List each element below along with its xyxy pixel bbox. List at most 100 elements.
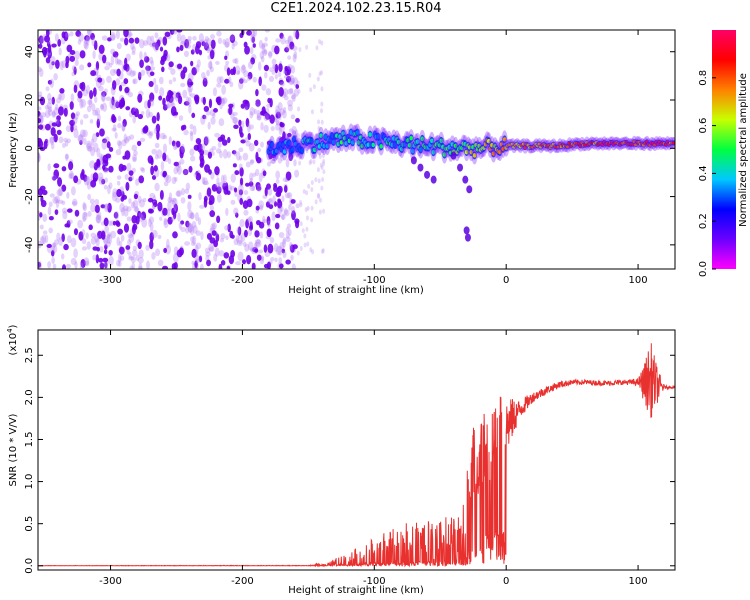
ridge-tail xyxy=(462,175,469,184)
ridge-core xyxy=(521,142,526,146)
noise-speckle xyxy=(208,246,215,253)
noise-speckle xyxy=(70,124,74,133)
noise-speckle xyxy=(275,170,281,180)
noise-speckle xyxy=(234,57,239,65)
noise-speckle xyxy=(157,259,164,267)
noise-speckle xyxy=(237,226,242,236)
ridge-core xyxy=(407,143,412,148)
noise-speckle xyxy=(311,249,315,255)
noise-speckle xyxy=(245,161,251,168)
noise-speckle xyxy=(135,254,140,262)
noise-speckle xyxy=(236,227,240,235)
ridge-core xyxy=(498,149,502,155)
noise-speckle xyxy=(209,205,215,211)
noise-speckle xyxy=(117,253,122,263)
noise-speckle xyxy=(194,260,198,268)
noise-speckle xyxy=(118,240,123,247)
noise-speckle xyxy=(276,199,283,209)
noise-speckle xyxy=(95,254,99,264)
noise-speckle xyxy=(317,194,321,200)
noise-speckle xyxy=(292,76,298,87)
noise-speckle xyxy=(131,154,138,163)
noise-speckle xyxy=(276,120,281,126)
noise-speckle xyxy=(316,167,320,173)
noise-speckle xyxy=(218,263,223,269)
noise-speckle xyxy=(116,236,120,247)
noise-speckle xyxy=(264,36,268,42)
noise-speckle xyxy=(268,197,274,206)
noise-speckle xyxy=(218,118,225,127)
noise-speckle xyxy=(222,182,228,191)
noise-speckle xyxy=(284,192,291,199)
noise-speckle xyxy=(149,42,155,48)
noise-speckle xyxy=(81,229,86,236)
noise-speckle xyxy=(206,69,210,77)
noise-speckle xyxy=(275,118,279,126)
noise-speckle xyxy=(148,208,153,214)
noise-speckle xyxy=(269,237,275,244)
noise-speckle xyxy=(240,103,246,109)
noise-speckle xyxy=(92,109,99,116)
noise-speckle xyxy=(148,131,153,139)
ridge-tail xyxy=(417,163,424,172)
noise-speckle xyxy=(63,107,68,117)
noise-speckle xyxy=(238,119,242,127)
noise-speckle xyxy=(124,37,129,46)
noise-speckle xyxy=(108,234,113,245)
ridge-core xyxy=(379,144,383,149)
noise-speckle xyxy=(109,98,114,109)
noise-speckle xyxy=(58,136,64,144)
noise-speckle xyxy=(321,248,325,254)
noise-speckle xyxy=(247,75,251,81)
ridge-tail xyxy=(463,226,470,235)
noise-speckle xyxy=(116,42,122,50)
noise-speckle xyxy=(73,66,77,76)
noise-speckle xyxy=(249,221,253,230)
noise-speckle xyxy=(82,129,88,138)
noise-speckle xyxy=(185,182,191,191)
noise-speckle xyxy=(242,152,249,161)
noise-speckle xyxy=(140,211,147,221)
noise-speckle xyxy=(172,30,178,35)
noise-speckle xyxy=(83,257,90,266)
noise-speckle xyxy=(273,201,278,207)
noise-speckle xyxy=(238,80,244,90)
noise-speckle xyxy=(182,124,187,130)
noise-speckle xyxy=(162,152,167,162)
noise-speckle xyxy=(219,150,223,159)
noise-speckle xyxy=(201,176,206,185)
noise-speckle xyxy=(193,172,198,177)
noise-speckle xyxy=(290,114,296,120)
ridge-core xyxy=(376,134,380,139)
noise-speckle xyxy=(128,233,135,243)
noise-speckle xyxy=(205,110,211,116)
noise-speckle xyxy=(116,175,122,180)
noise-speckle xyxy=(132,199,139,209)
noise-speckle xyxy=(317,178,321,184)
noise-speckle xyxy=(242,241,247,247)
noise-speckle xyxy=(162,104,168,111)
noise-speckle xyxy=(267,188,273,196)
noise-speckle xyxy=(97,77,103,83)
colorbar-fill xyxy=(712,30,736,269)
noise-speckle xyxy=(38,124,44,130)
noise-speckle xyxy=(73,175,79,184)
noise-speckle xyxy=(85,260,90,267)
noise-speckle xyxy=(202,96,206,106)
ridge-core xyxy=(472,153,477,158)
noise-speckle xyxy=(214,247,220,257)
y-tick-label: 0 xyxy=(24,145,35,151)
noise-speckle xyxy=(78,32,84,43)
colorbar-tick-label: 0.4 xyxy=(698,165,709,181)
noise-speckle xyxy=(149,131,154,137)
noise-speckle xyxy=(229,35,235,41)
noise-speckle xyxy=(303,242,307,248)
noise-speckle xyxy=(46,102,52,110)
noise-speckle xyxy=(101,164,106,170)
noise-speckle xyxy=(247,132,252,141)
noise-speckle xyxy=(54,33,59,42)
noise-speckle xyxy=(173,161,180,167)
noise-speckle xyxy=(244,243,250,252)
noise-speckle xyxy=(83,137,87,145)
noise-speckle xyxy=(216,148,222,154)
